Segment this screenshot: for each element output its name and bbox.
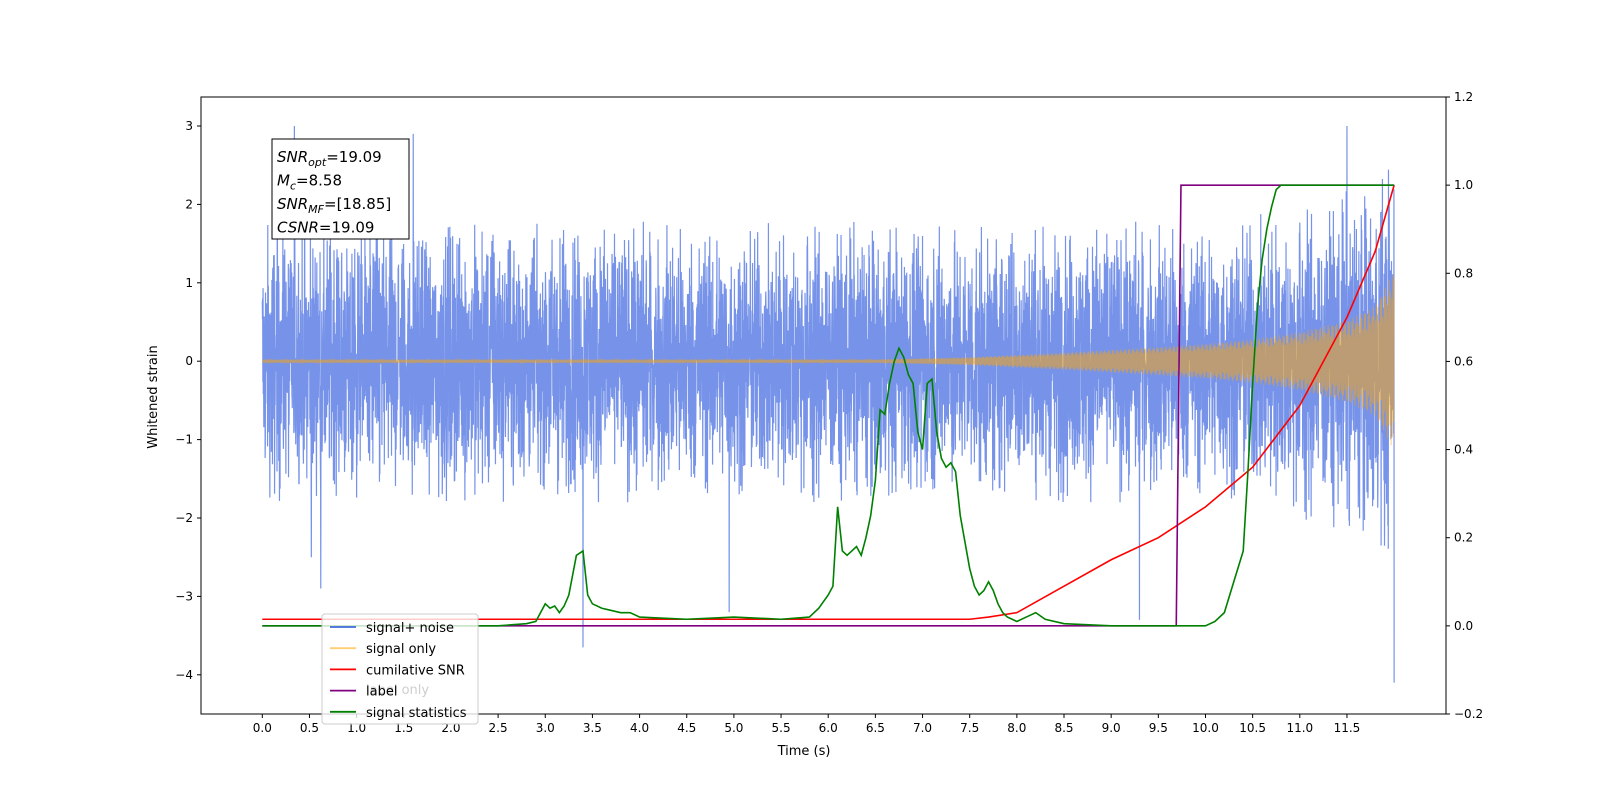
y-tick-label-left: −1 xyxy=(175,433,193,447)
series-signal-statistics xyxy=(262,184,1395,627)
x-tick-label: 9.5 xyxy=(1149,721,1168,735)
x-tick-label: 9.0 xyxy=(1102,721,1121,735)
x-tick-label: 10.0 xyxy=(1192,721,1219,735)
x-tick-label: 8.0 xyxy=(1007,721,1026,735)
y-tick-label-left: −4 xyxy=(175,668,193,682)
y-tick-label-right: 0.6 xyxy=(1454,354,1473,368)
y-tick-label-left: 2 xyxy=(185,197,193,211)
x-tick-label: 6.5 xyxy=(866,721,885,735)
y-tick-label-right: 1.0 xyxy=(1454,178,1473,192)
legend-entry: signal statistics xyxy=(366,706,467,721)
annotation-line: SNRMF=[18.85] xyxy=(277,195,391,216)
x-tick-label: 4.5 xyxy=(677,721,696,735)
legend-frame xyxy=(321,613,479,725)
legend-entry: cumilative SNR xyxy=(366,663,465,678)
x-tick-label: 0.5 xyxy=(300,721,319,735)
axes-border xyxy=(200,96,1447,715)
y-tick-label-left: −2 xyxy=(175,511,193,525)
y-axis-left-ticks: 3 2 1 0 −1 −2 −3 −4 xyxy=(175,119,201,682)
y-axis-label: Whitened strain xyxy=(146,345,161,448)
legend-overlap-text: label only xyxy=(366,683,429,698)
plot-area xyxy=(261,126,1395,683)
y-axis-right-ticks: 1.2 1.0 0.8 0.6 0.4 0.2 0.0 −0.2 xyxy=(1446,90,1483,721)
annotation-line: CSNR=19.09 xyxy=(277,219,374,237)
y-tick-label-left: −3 xyxy=(175,589,193,603)
x-tick-label: 3.0 xyxy=(536,721,555,735)
x-tick-label: 4.0 xyxy=(630,721,649,735)
y-tick-label-right: 0.0 xyxy=(1454,619,1473,633)
x-axis-label: Time (s) xyxy=(777,744,831,759)
legend: label only signal+ noise signal only cumila… xyxy=(321,613,479,725)
x-tick-label: 5.0 xyxy=(724,721,743,735)
x-tick-label: 11.0 xyxy=(1286,721,1313,735)
x-tick-label: 3.5 xyxy=(583,721,602,735)
axes-frame xyxy=(200,96,1447,715)
y-tick-label-right: 0.8 xyxy=(1454,266,1473,280)
y-tick-label-right: 0.4 xyxy=(1454,443,1473,457)
x-tick-label: 11.5 xyxy=(1334,721,1361,735)
y-tick-label-right: −0.2 xyxy=(1454,707,1483,721)
x-tick-label: 10.5 xyxy=(1239,721,1266,735)
series-signal-noise xyxy=(261,126,1395,683)
x-tick-label: 2.5 xyxy=(489,721,508,735)
legend-entry: signal only xyxy=(366,642,436,657)
annotation-line: SNRopt=19.09 xyxy=(277,148,382,169)
x-tick-label: 0.0 xyxy=(253,721,272,735)
y-tick-label-right: 0.2 xyxy=(1454,531,1473,545)
series-signal-only xyxy=(261,274,1395,446)
series-cumulative-snr xyxy=(262,184,1395,621)
x-tick-label: 7.0 xyxy=(913,721,932,735)
x-tick-label: 5.5 xyxy=(772,721,791,735)
y-tick-label-left: 3 xyxy=(185,119,193,133)
x-tick-label: 6.0 xyxy=(819,721,838,735)
legend-entry: label xyxy=(366,685,397,700)
legend-entry: signal+ noise xyxy=(366,621,454,636)
annotation-line: Mc=8.58 xyxy=(277,172,342,193)
y-tick-label-left: 1 xyxy=(185,276,193,290)
y-tick-label-right: 1.2 xyxy=(1454,90,1473,104)
annotation-frame xyxy=(271,138,410,240)
x-tick-label: 8.5 xyxy=(1054,721,1073,735)
x-tick-label: 7.5 xyxy=(960,721,979,735)
y-tick-label-left: 0 xyxy=(185,354,193,368)
